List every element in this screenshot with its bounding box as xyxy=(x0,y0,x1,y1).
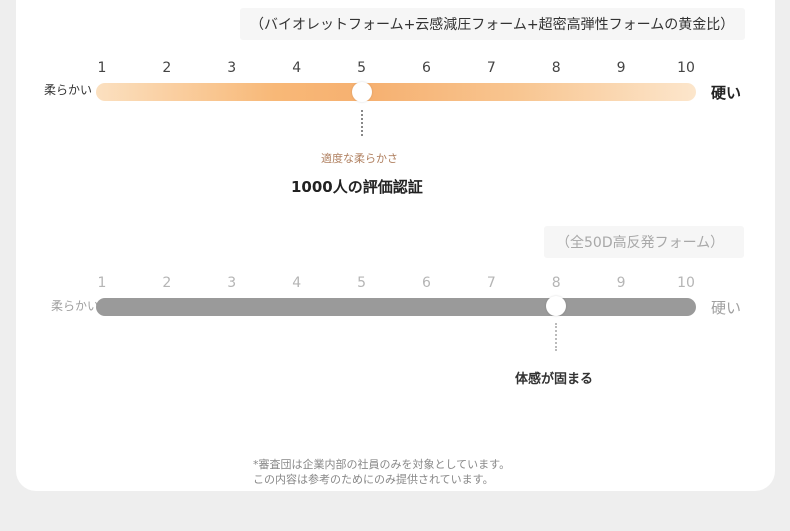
comparison-scale-tick-4: 4 xyxy=(292,275,302,291)
comparison-scale-tick-3: 3 xyxy=(227,275,237,291)
product-firmness-bar xyxy=(96,83,696,101)
comparison-scale-tick-5: 5 xyxy=(357,275,366,291)
comparison-scale-title: （全50D高反発フォーム） xyxy=(556,235,725,251)
product-title-background xyxy=(240,8,745,40)
product-scale-tick-7: 7 xyxy=(486,60,496,76)
product-firmness-marker xyxy=(351,82,372,102)
soft-label: 柔らかい xyxy=(44,83,93,97)
comparison-title-background xyxy=(544,226,744,258)
comparison-scale-tick-8: 8 xyxy=(551,275,561,291)
product-scale-tick-5: 5 xyxy=(357,60,366,76)
product-scale-tick-6: 6 xyxy=(421,60,431,76)
comparison-scale-tick-10: 10 xyxy=(677,275,695,291)
footnote: *審査団は企業内部の社員のみを対象としています。 この内容は参考のためにのみ提供… xyxy=(253,457,510,487)
product-scale-title: （バイオレットフォーム+云感減圧フォーム+超密高弾性フォームの黄金比） xyxy=(250,17,735,33)
product-scale-tick-2: 2 xyxy=(162,60,172,76)
comparison-scale-tick-7: 7 xyxy=(486,275,496,291)
comparison-firmness-marker xyxy=(546,296,567,316)
comparison-caption: 体感が固まる xyxy=(515,372,594,387)
product-scale-tick-8: 8 xyxy=(551,60,561,76)
product-scale-tick-3: 3 xyxy=(227,60,237,76)
product-subcaption: 適度な柔らかさ xyxy=(321,152,398,165)
comparison-firmness-bar xyxy=(96,298,696,316)
comparison-soft-label: 柔らかい xyxy=(51,299,100,313)
comparison-scale-tick-1: 1 xyxy=(97,275,107,291)
footnote-line-1: *審査団は企業内部の社員のみを対象としています。 xyxy=(253,458,511,471)
product-scale-tick-4: 4 xyxy=(292,60,302,76)
product-scale-tick-10: 10 xyxy=(677,60,695,76)
product-marker-leader-line xyxy=(360,110,363,136)
comparison-hard-label: 硬い xyxy=(711,299,742,317)
hard-label: 硬い xyxy=(711,84,742,102)
product-caption: 1000人の評価認証 xyxy=(291,178,423,196)
comparison-scale-tick-6: 6 xyxy=(421,275,431,291)
comparison-scale-tick-2: 2 xyxy=(162,275,172,291)
product-scale-tick-1: 1 xyxy=(97,60,107,76)
footnote-line-2: この内容は参考のためにのみ提供されています。 xyxy=(253,473,494,486)
product-scale-tick-9: 9 xyxy=(616,60,626,76)
comparison-marker-leader-line xyxy=(555,323,558,351)
comparison-scale-tick-9: 9 xyxy=(616,275,626,291)
